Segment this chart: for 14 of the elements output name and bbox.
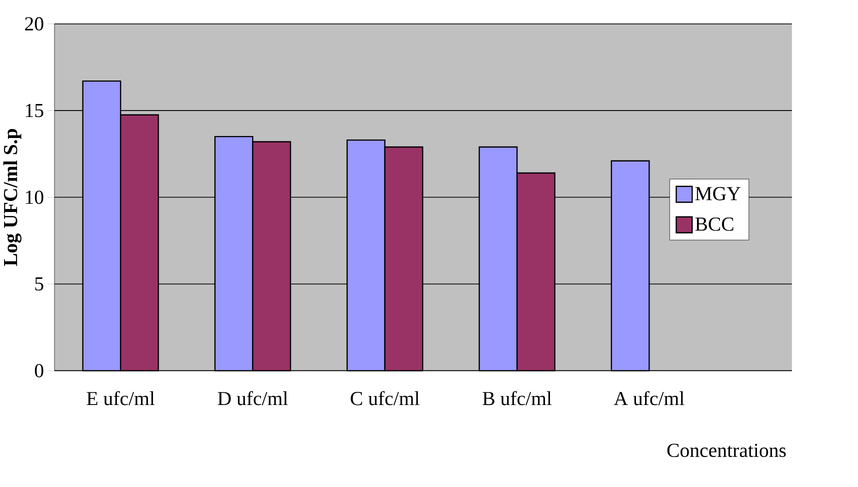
y-tick-label: 0 xyxy=(34,364,44,378)
y-tick-label: 5 xyxy=(35,277,44,291)
legend-label: MGY xyxy=(695,187,740,200)
x-tick-label: D ufc/ml xyxy=(218,391,288,406)
legend-label: BCC xyxy=(695,218,734,231)
x-axis-title: Concentrations xyxy=(667,444,786,458)
x-tick-label: C ufc/ml xyxy=(350,391,420,406)
x-tick-label: E ufc/ml xyxy=(86,391,155,406)
x-tick-label: B ufc/ml xyxy=(482,391,552,406)
y-tick-label: 10 xyxy=(26,190,44,204)
y-tick-label: 15 xyxy=(26,104,44,118)
y-tick-label: 20 xyxy=(25,17,44,31)
x-tick-label: A ufc/ml xyxy=(614,391,684,406)
y-axis-title: Log UFC/ml S.p xyxy=(3,129,22,266)
